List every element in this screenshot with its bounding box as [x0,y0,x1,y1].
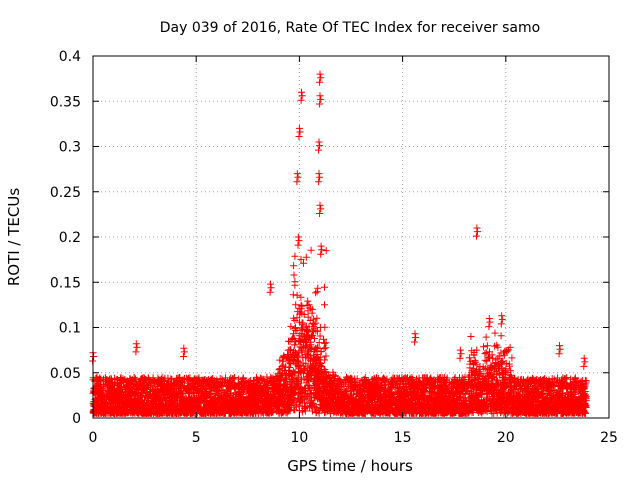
y-tick-label: 0.2 [59,230,81,246]
x-tick-labels: 0 5 10 15 20 25 [89,430,618,446]
x-tick-label: 20 [497,430,515,446]
x-tick-label: 25 [600,430,618,446]
x-tick-label: 15 [394,430,412,446]
y-tick-label: 0.05 [50,366,81,382]
x-axis-title: GPS time / hours [287,457,413,475]
y-tick-label: 0.3 [59,140,81,156]
chart-title: Day 039 of 2016, Rate Of TEC Index for r… [160,20,540,36]
y-axis-title: ROTI / TECUs [5,188,23,286]
y-tick-label: 0.4 [59,49,81,65]
y-tick-label: 0.35 [50,94,81,110]
x-tick-label: 0 [89,430,98,446]
y-tick-labels: 0 0.05 0.1 0.15 0.2 0.25 0.3 0.35 0.4 [50,49,81,427]
y-tick-label: 0 [72,411,81,427]
y-tick-label: 0.1 [59,321,81,337]
x-tick-label: 10 [290,430,308,446]
axis-ticks [92,55,610,419]
y-tick-label: 0.15 [50,275,81,291]
x-tick-label: 5 [192,430,201,446]
y-tick-label: 0.25 [50,185,81,201]
